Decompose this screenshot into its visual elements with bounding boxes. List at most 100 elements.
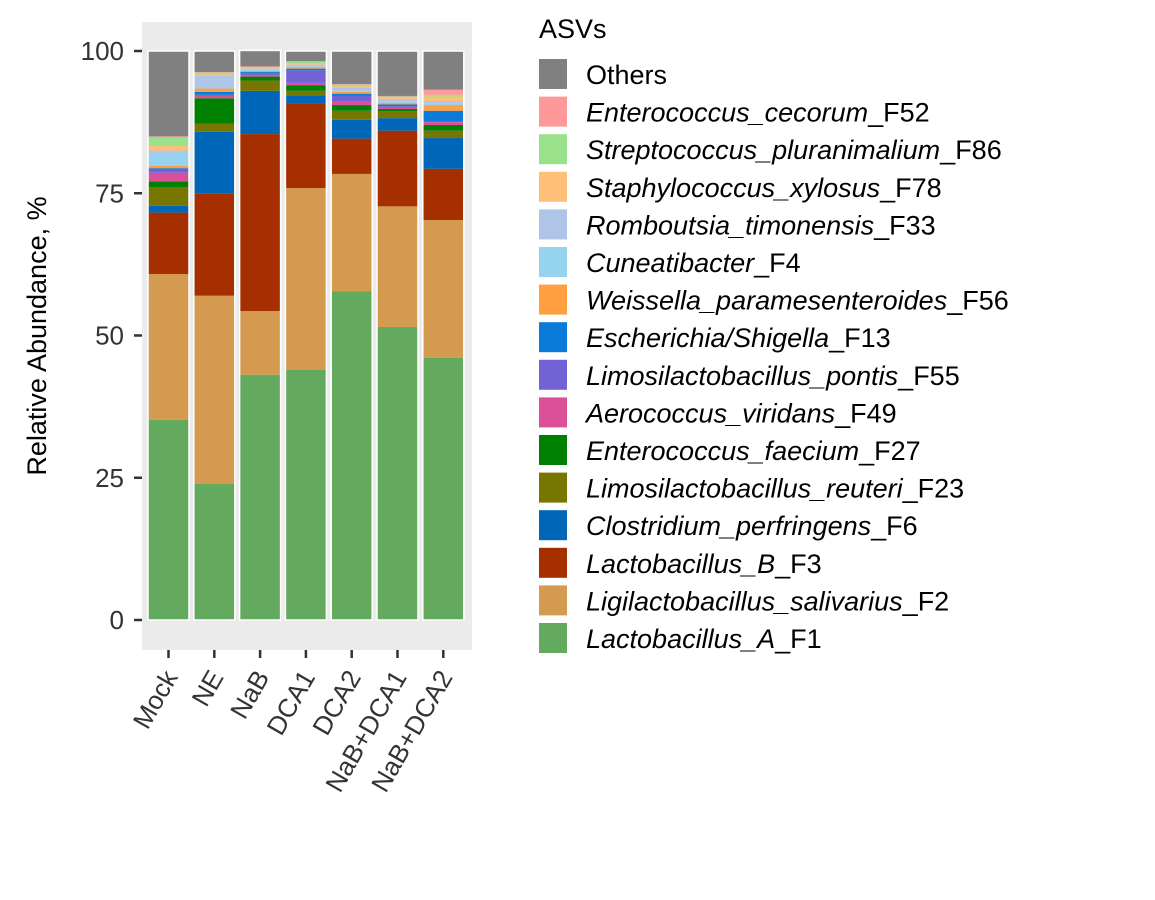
bar-segment <box>148 168 189 170</box>
y-axis-title: Relative Abundance, % <box>22 196 52 475</box>
bar-segment <box>331 90 373 92</box>
bar-segment <box>193 193 235 296</box>
bar-stack-nab-dca2 <box>422 50 465 621</box>
legend-label: Romboutsia_timonensis_F33 <box>586 210 936 240</box>
bar-segment <box>148 205 189 213</box>
bar-segment <box>422 130 464 139</box>
bar-segment <box>377 102 418 105</box>
legend-label: Weissella_paramesenteroides_F56 <box>586 286 1009 316</box>
y-tick-label: 100 <box>81 36 124 66</box>
bar-segment <box>148 186 189 206</box>
bar-segment <box>377 96 418 98</box>
bar-segment <box>285 82 327 86</box>
bar-segment <box>331 93 373 96</box>
bar-segment <box>148 165 189 169</box>
bar-segment <box>331 87 373 91</box>
bar-segment <box>285 103 327 189</box>
bar-segment <box>331 51 373 85</box>
legend-label: Streptococcus_pluranimalium_F86 <box>586 135 1002 165</box>
legend-label: Enterococcus_faecium_F27 <box>586 436 921 466</box>
legend-label: Staphylococcus_xylosus_F78 <box>586 173 942 203</box>
legend-label: Aerococcus_viridans_F49 <box>584 398 897 428</box>
bar-segment <box>148 212 189 275</box>
bar-segment <box>377 97 418 99</box>
bar-segment <box>422 120 464 123</box>
bar-outline <box>147 50 190 621</box>
y-axis-ticks: 0 25 50 75 100 <box>81 36 142 635</box>
bar-segment <box>285 61 327 62</box>
bar-segment <box>193 131 235 194</box>
legend-label: Lactobacillus_A_F1 <box>586 624 822 654</box>
bar-segment <box>422 168 464 220</box>
bar-segment <box>239 374 281 620</box>
bar-segment <box>193 91 235 95</box>
bar-stack-ne <box>193 50 236 621</box>
bar-segment <box>377 51 418 96</box>
bar-segment <box>239 69 281 71</box>
bar-segment <box>239 311 281 375</box>
bar-segment <box>193 123 235 132</box>
bar-segment <box>239 72 281 74</box>
legend-label: Cuneatibacter_F4 <box>586 248 801 278</box>
bar-segment <box>331 291 373 620</box>
bar-segment <box>422 105 464 111</box>
x-tick-label: NE <box>185 665 229 711</box>
bar-segment <box>239 50 281 67</box>
bar-segment <box>331 105 373 111</box>
bar-segment <box>285 70 327 83</box>
bar-segment <box>285 61 327 64</box>
bar-segment <box>148 169 189 173</box>
bar-segment <box>331 95 373 102</box>
bar-segment <box>239 68 281 69</box>
bar-segment <box>193 88 235 92</box>
legend-key <box>539 472 567 503</box>
bar-segment <box>331 110 373 120</box>
bar-segment <box>377 111 418 119</box>
bar-segment <box>239 76 281 81</box>
legend-label: Ligilactobacillus_salivarius_F2 <box>586 586 949 616</box>
bar-segment <box>193 98 235 124</box>
bar-segment <box>422 124 464 131</box>
bar-segment <box>148 146 189 151</box>
bar-segment <box>193 87 235 89</box>
bar-segment <box>331 138 373 174</box>
bar-segment <box>239 66 281 69</box>
bar-segment <box>377 106 418 108</box>
legend-key <box>539 96 567 127</box>
bar-segment <box>239 66 281 67</box>
legend-key <box>539 435 567 465</box>
legend-key <box>539 510 567 541</box>
bar-segment <box>239 68 281 70</box>
bar-segment <box>377 118 418 131</box>
bar-segment <box>331 86 373 88</box>
bar-segment <box>148 274 189 420</box>
x-tick-label: Mock <box>127 664 185 734</box>
bar-segment <box>193 95 235 99</box>
bar-segment <box>193 72 235 73</box>
bar-outline <box>422 50 465 621</box>
bar-segment <box>193 51 235 73</box>
bar-segment <box>422 103 464 106</box>
bar-segment <box>377 95 418 97</box>
bar-segment <box>239 80 281 91</box>
bar-segment <box>285 188 327 370</box>
y-tick-label: 0 <box>110 605 124 635</box>
bar-segment <box>148 181 189 187</box>
legend-key <box>539 547 567 578</box>
bar-segment <box>377 326 418 620</box>
legend-key <box>539 585 567 616</box>
bar-segment <box>422 89 464 95</box>
bar-segment <box>285 66 327 68</box>
bar-segment <box>285 95 327 104</box>
legend-label: Enterococcus_cecorum_F52 <box>586 98 930 128</box>
legend-key <box>539 134 567 165</box>
bar-stack-dca2 <box>330 50 373 621</box>
bar-segment <box>193 74 235 76</box>
bar-segment <box>422 138 464 169</box>
bar-segment <box>422 110 464 121</box>
bar-stack-mock <box>147 50 190 621</box>
bar-segment <box>193 75 235 88</box>
legend-label: Clostridium_perfringens_F6 <box>586 511 918 541</box>
bar-segment <box>422 219 464 358</box>
legend-key <box>539 247 567 277</box>
